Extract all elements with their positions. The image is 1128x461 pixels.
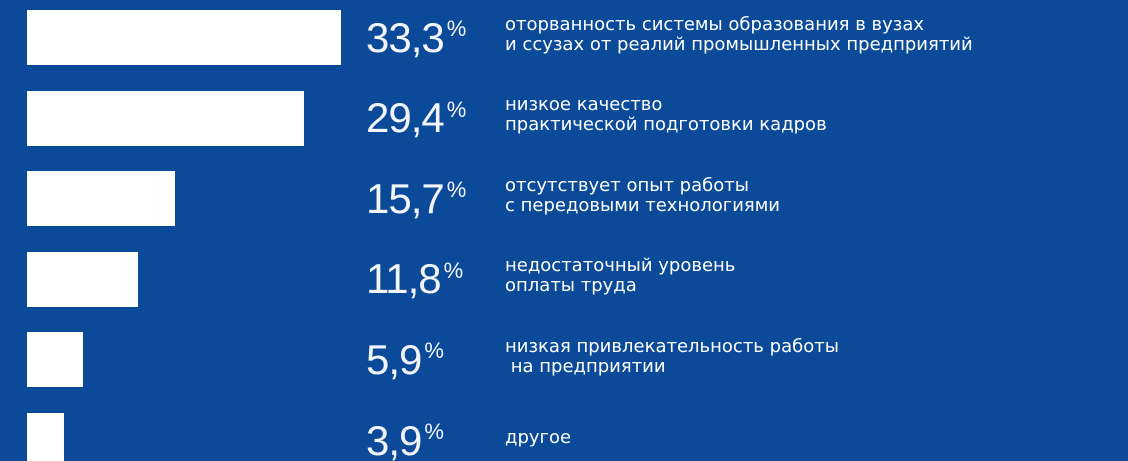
value-label: 15,7%	[366, 171, 466, 226]
bar	[27, 251, 139, 307]
category-label: оторванность системы образования в вузах…	[505, 13, 973, 55]
value-label: 29,4%	[366, 91, 466, 146]
bar	[27, 171, 176, 227]
category-label: низкая привлекательность работы на предп…	[505, 335, 839, 377]
value-unit: %	[446, 177, 467, 203]
category-label: отсутствует опыт работы с передовыми тех…	[505, 174, 781, 216]
value-unit: %	[443, 257, 464, 283]
bar	[27, 413, 64, 461]
value-label: 5,9%	[366, 332, 444, 387]
category-label: недостаточный уровень оплаты труда	[505, 255, 736, 297]
value-number: 5,9	[366, 335, 422, 383]
value-label: 11,8%	[366, 252, 463, 307]
value-number: 29,4	[366, 94, 445, 142]
value-number: 33,3	[366, 13, 445, 61]
value-label: 33,3%	[366, 10, 466, 65]
category-label: низкое качество практической подготовки …	[505, 94, 827, 136]
value-unit: %	[446, 16, 467, 41]
value-unit: %	[424, 419, 444, 444]
value-unit: %	[424, 338, 444, 364]
value-unit: %	[446, 96, 467, 122]
category-label: другое	[505, 426, 572, 448]
bar	[27, 332, 83, 388]
value-number: 11,8	[366, 255, 442, 303]
value-label: 3,9%	[366, 413, 444, 461]
bar	[27, 90, 305, 146]
value-number: 15,7	[366, 174, 445, 222]
bar	[27, 10, 342, 65]
value-number: 3,9	[366, 416, 422, 461]
